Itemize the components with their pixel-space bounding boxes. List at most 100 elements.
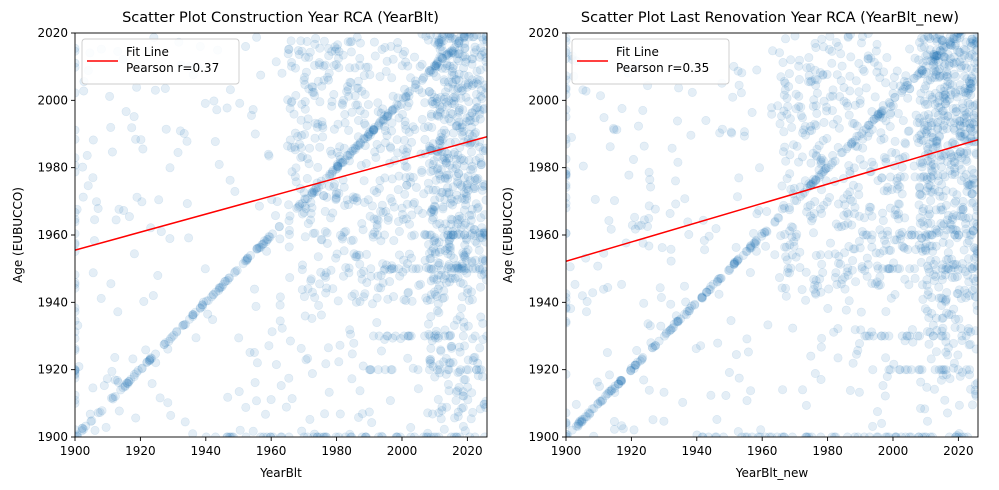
scatter-point (426, 65, 436, 75)
scatter-point (899, 172, 909, 182)
scatter-point (266, 395, 276, 405)
scatter-point (399, 255, 409, 265)
scatter-point (882, 186, 892, 196)
scatter-point (447, 109, 457, 119)
scatter-point (360, 134, 370, 144)
scatter-point (405, 331, 415, 341)
scatter-point (852, 131, 862, 141)
scatter-point (665, 209, 675, 219)
scatter-point (457, 127, 467, 137)
scatter-point (880, 331, 890, 341)
scatter-point (376, 116, 386, 126)
scatter-point (479, 269, 487, 279)
scatter-point (972, 300, 978, 310)
scatter-point (631, 360, 641, 370)
scatter-point (453, 38, 463, 48)
scatter-point (284, 225, 294, 235)
scatter-point (638, 238, 648, 248)
scatter-point (592, 377, 602, 387)
scatter-point (462, 255, 472, 265)
scatter-point (377, 200, 387, 210)
scatter-point (372, 188, 382, 198)
scatter-point (203, 309, 213, 319)
scatter-point (426, 253, 436, 263)
scatter-point (697, 292, 707, 302)
scatter-point (746, 241, 756, 251)
scatter-point (406, 422, 416, 432)
scatter-point (435, 105, 445, 115)
scatter-point (421, 33, 431, 41)
scatter-point (859, 66, 869, 76)
scatter-point (110, 352, 120, 362)
scatter-point (260, 409, 270, 419)
scatter-point (347, 36, 357, 46)
scatter-point (394, 227, 404, 237)
scatter-point (599, 113, 609, 123)
scatter-point (931, 67, 941, 77)
scatter-point (856, 307, 866, 317)
scatter-point (762, 207, 772, 217)
scatter-point (433, 331, 443, 341)
scatter-point (436, 346, 446, 356)
scatter-point (957, 264, 967, 274)
scatter-point (214, 285, 224, 295)
scatter-point (409, 198, 419, 208)
scatter-point (351, 100, 361, 110)
scatter-point (346, 47, 356, 57)
scatter-point (454, 75, 464, 85)
scatter-point (480, 181, 487, 191)
scatter-point (439, 153, 449, 163)
scatter-point (110, 391, 120, 401)
scatter-point (669, 319, 679, 329)
scatter-point (318, 123, 328, 133)
scatter-point (208, 290, 218, 300)
scatter-point (967, 16, 975, 24)
fit-line-left (75, 135, 487, 251)
scatter-point (445, 330, 455, 340)
scatter-point (88, 268, 98, 278)
scatter-point (900, 213, 910, 223)
scatter-point (429, 205, 439, 215)
scatter-point (372, 139, 382, 149)
scatter-point (344, 268, 354, 278)
scatter-point (434, 360, 444, 370)
scatter-point (435, 365, 445, 375)
scatter-point (303, 114, 313, 124)
scatter-point (188, 310, 198, 320)
scatter-point (466, 230, 476, 240)
scatter-point (172, 326, 182, 336)
scatter-point (582, 296, 592, 306)
scatter-point (465, 222, 475, 232)
scatter-point (443, 230, 453, 240)
scatter-point (435, 174, 445, 184)
scatter-point (424, 185, 434, 195)
scatter-point (462, 191, 472, 201)
scatter-point (780, 85, 790, 95)
scatter-point (629, 363, 639, 373)
scatter-point (317, 117, 327, 127)
scatter-point (291, 91, 301, 101)
scatter-point (403, 143, 413, 153)
scatter-point (463, 264, 473, 274)
scatter-point (865, 202, 875, 212)
scatter-point (922, 280, 932, 290)
scatter-point (468, 54, 478, 64)
scatter-point (335, 151, 345, 161)
scatter-point (475, 282, 485, 292)
scatter-point (778, 385, 788, 395)
scatter-point (320, 206, 330, 216)
scatter-point (474, 228, 484, 238)
scatter-point (355, 53, 365, 63)
subplot-right: Scatter Plot Last Renovation Year RCA (Y… (501, 10, 979, 480)
scatter-point (445, 242, 455, 252)
scatter-point (327, 46, 337, 56)
scatter-point (918, 294, 928, 304)
scatter-point (387, 106, 397, 116)
scatter-point (906, 230, 916, 240)
scatter-point (477, 223, 487, 233)
scatter-point (308, 228, 318, 238)
scatter-point (924, 339, 934, 349)
scatter-point (105, 91, 115, 101)
scatter-point (396, 99, 406, 109)
scatter-point (310, 91, 320, 101)
